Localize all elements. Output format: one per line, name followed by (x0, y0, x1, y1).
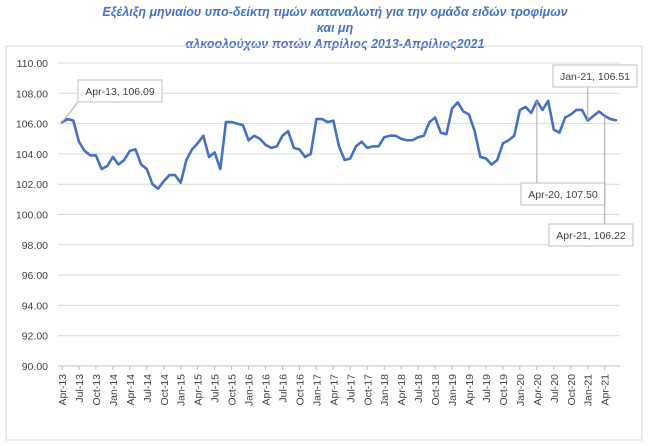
annotation-box (77, 79, 163, 103)
x-tick-label: Jul-18 (413, 374, 425, 403)
x-tick-label: Oct-17 (362, 374, 374, 406)
series-layer (60, 99, 618, 191)
annotation-label: Apr-20, 107.50 (528, 189, 598, 201)
annotation-box (552, 64, 638, 88)
x-tick-label: Jul-17 (345, 374, 357, 403)
x-tick-label: Jan-14 (108, 374, 120, 406)
x-tick-label: Apr-14 (125, 374, 137, 406)
y-tick-label: 104.00 (16, 149, 48, 161)
y-tick-label: 90.00 (22, 361, 48, 373)
y-tick-label: 92.00 (22, 331, 48, 343)
annotations-layer: Apr-13, 106.09 Apr-20, 107.50 Jan-21, 106.… (61, 64, 638, 247)
x-tick-label: Apr-13 (57, 374, 69, 406)
annotation-box (548, 223, 634, 247)
x-tick-label: Jan-18 (379, 374, 391, 406)
annotation-label: Jan-21, 106.51 (560, 71, 630, 83)
x-axis: Apr-13 Jul-13 Oct-13 Jan-14 Apr-14 Jul-14 Oct-… (57, 365, 620, 406)
x-tick-label: Oct-14 (159, 374, 171, 406)
x-tick-label: Apr-19 (464, 374, 476, 406)
x-tick-label: Jul-14 (142, 374, 154, 403)
x-tick-label: Apr-21 (600, 374, 612, 406)
x-tick-label: Apr-17 (328, 374, 340, 406)
annotation-label: Apr-13, 106.09 (85, 86, 155, 98)
x-tick-label: Jan-17 (311, 374, 323, 406)
annotation-label: Apr-21, 106.22 (556, 230, 626, 242)
x-tick-label: Oct-19 (498, 374, 510, 406)
x-tick-label: Jul-19 (481, 374, 493, 403)
x-tick-label: Apr-20 (532, 374, 544, 406)
y-tick-label: 108.00 (16, 88, 48, 100)
x-tick-label: Oct-18 (430, 374, 442, 406)
x-tick-label: Jul-15 (210, 374, 222, 403)
x-tick-label: Jul-16 (277, 374, 289, 403)
x-tick-label: Apr-16 (261, 374, 273, 406)
x-tick-label: Jan-15 (176, 374, 188, 406)
chart-title: Εξέλιξη μηνιαίου υπο-δείκτη τιμών κατανα… (100, 4, 570, 52)
y-tick-label: 106.00 (16, 119, 48, 131)
x-tick-label: Jan-16 (244, 374, 256, 406)
chart-title-line-1: Εξέλιξη μηνιαίου υπο-δείκτη τιμών κατανα… (102, 5, 568, 35)
y-tick-label: 100.00 (16, 210, 48, 222)
y-tick-label: 102.00 (16, 179, 48, 191)
chart-title-line-2: αλκοολούχων ποτών Απρίλιος 2013-Απρίλιος… (185, 37, 485, 51)
y-axis: 110.00 108.00 106.00 104.00 102.00 100.00 98.0… (16, 58, 48, 373)
x-tick-label: Oct-13 (91, 374, 103, 406)
x-tick-label: Jan-21 (583, 374, 595, 406)
y-tick-label: 110.00 (17, 58, 48, 70)
y-tick-label: 96.00 (22, 270, 48, 282)
x-tick-label: Jan-19 (447, 374, 459, 406)
series-line-0 (60, 99, 618, 191)
chart-area-border (5, 45, 643, 441)
x-tick-label: Oct-15 (227, 374, 239, 406)
annotation-leader (61, 101, 79, 123)
x-tick-label: Jul-13 (74, 374, 86, 403)
x-tick-label: Apr-15 (193, 374, 205, 406)
y-tick-label: 98.00 (22, 240, 48, 252)
x-tick-label: Oct-16 (294, 374, 306, 406)
x-tick-label: Oct-20 (566, 374, 578, 406)
x-tick-label: Jul-20 (549, 374, 561, 403)
x-tick-label: Apr-18 (396, 374, 408, 406)
x-tick-label: Jan-20 (515, 374, 527, 406)
y-tick-label: 94.00 (22, 300, 48, 312)
